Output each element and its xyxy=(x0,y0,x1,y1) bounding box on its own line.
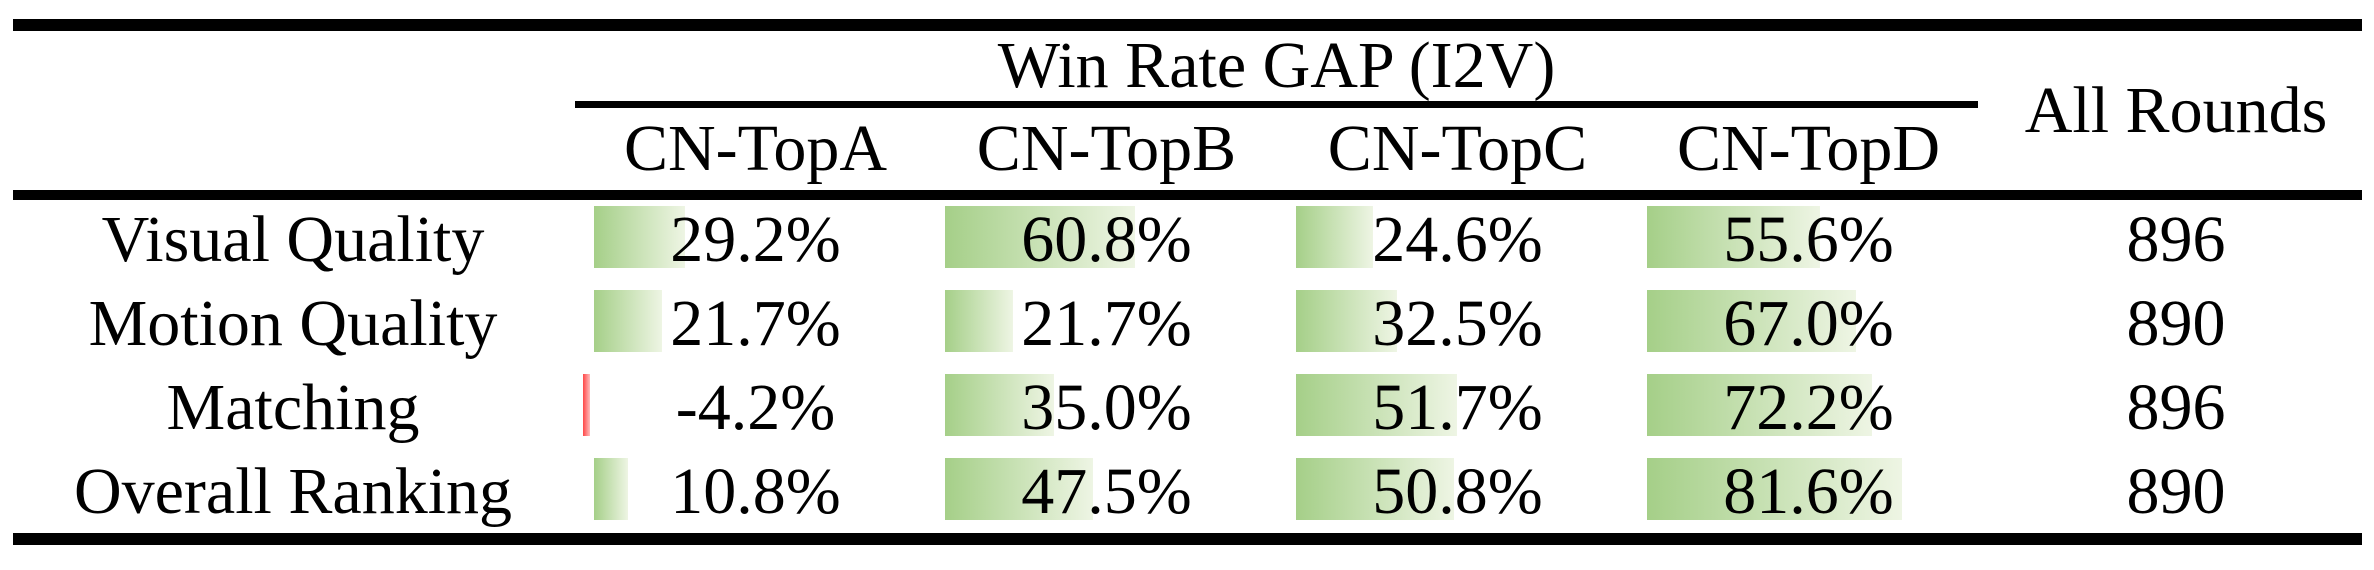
data-bar xyxy=(1296,458,1454,520)
win-rate-value: 72.2% xyxy=(1723,371,1894,444)
win-rate-value: 21.7% xyxy=(1021,287,1192,360)
value-cell: 35.0% xyxy=(931,366,1282,450)
table-bottom-rule xyxy=(13,533,2362,545)
data-bar xyxy=(1647,290,1856,352)
data-bar xyxy=(945,374,1054,436)
value-cell: 10.8% xyxy=(580,450,931,534)
data-bar xyxy=(1296,290,1397,352)
win-rate-value: -4.2% xyxy=(675,371,836,444)
value-cell: 72.2% xyxy=(1633,366,1984,450)
value-cell: 81.6% xyxy=(1633,450,1984,534)
win-rate-value: 55.6% xyxy=(1723,203,1894,276)
value-cell: 47.5% xyxy=(931,450,1282,534)
value-cell: 55.6% xyxy=(1633,198,1984,282)
value-cell: 24.6% xyxy=(1282,198,1633,282)
data-bar xyxy=(594,290,662,352)
row-label-visual-quality: Visual Quality xyxy=(101,203,485,276)
value-cell: 21.7% xyxy=(580,282,931,366)
value-cell: 32.5% xyxy=(1282,282,1633,366)
win-rate-value: 67.0% xyxy=(1723,287,1894,360)
value-cell: 29.2% xyxy=(580,198,931,282)
data-bar xyxy=(945,290,1013,352)
win-rate-value: 35.0% xyxy=(1021,371,1192,444)
win-rate-value: 29.2% xyxy=(670,203,841,276)
win-rate-value: 21.7% xyxy=(670,287,841,360)
data-bar xyxy=(945,206,1135,268)
all-rounds-column-header: All Rounds xyxy=(2024,74,2328,147)
all-rounds-value: 896 xyxy=(2126,371,2226,444)
data-bar xyxy=(594,458,628,520)
value-cell: 21.7% xyxy=(931,282,1282,366)
column-header-cn-topd: CN-TopD xyxy=(1676,112,1941,185)
win-rate-value: 50.8% xyxy=(1372,455,1543,528)
win-rate-value: 81.6% xyxy=(1723,455,1894,528)
win-rate-value: 32.5% xyxy=(1372,287,1543,360)
data-bar xyxy=(583,374,590,436)
value-cell: 50.8% xyxy=(1282,450,1633,534)
row-label-motion-quality: Motion Quality xyxy=(88,287,498,360)
all-rounds-value: 890 xyxy=(2126,455,2226,528)
data-bar xyxy=(945,458,1093,520)
column-header-cn-topa: CN-TopA xyxy=(623,112,888,185)
column-group-rule xyxy=(575,101,1978,108)
value-cell: 51.7% xyxy=(1282,366,1633,450)
column-header-cn-topc: CN-TopC xyxy=(1327,112,1588,185)
data-bar xyxy=(1647,458,1902,520)
header-body-divider-rule xyxy=(13,190,2362,200)
group-header-win-rate-gap: Win Rate GAP (I2V) xyxy=(997,29,1556,102)
win-rate-value: 10.8% xyxy=(670,455,841,528)
column-header-cn-topb: CN-TopB xyxy=(976,112,1237,185)
data-bar xyxy=(594,206,685,268)
win-rate-value: 47.5% xyxy=(1021,455,1192,528)
table-top-rule xyxy=(13,19,2362,31)
data-bar xyxy=(1647,374,1872,436)
win-rate-value: 24.6% xyxy=(1372,203,1543,276)
all-rounds-value: 896 xyxy=(2126,203,2226,276)
win-rate-value: 60.8% xyxy=(1021,203,1192,276)
row-label-overall-ranking: Overall Ranking xyxy=(73,455,513,528)
all-rounds-value: 890 xyxy=(2126,287,2226,360)
data-bar xyxy=(1647,206,1820,268)
data-bar xyxy=(1296,206,1373,268)
row-label-matching: Matching xyxy=(166,371,420,444)
value-cell: -4.2% xyxy=(580,366,931,450)
value-cell: 67.0% xyxy=(1633,282,1984,366)
data-bar xyxy=(1296,374,1457,436)
value-cell: 60.8% xyxy=(931,198,1282,282)
win-rate-value: 51.7% xyxy=(1372,371,1543,444)
